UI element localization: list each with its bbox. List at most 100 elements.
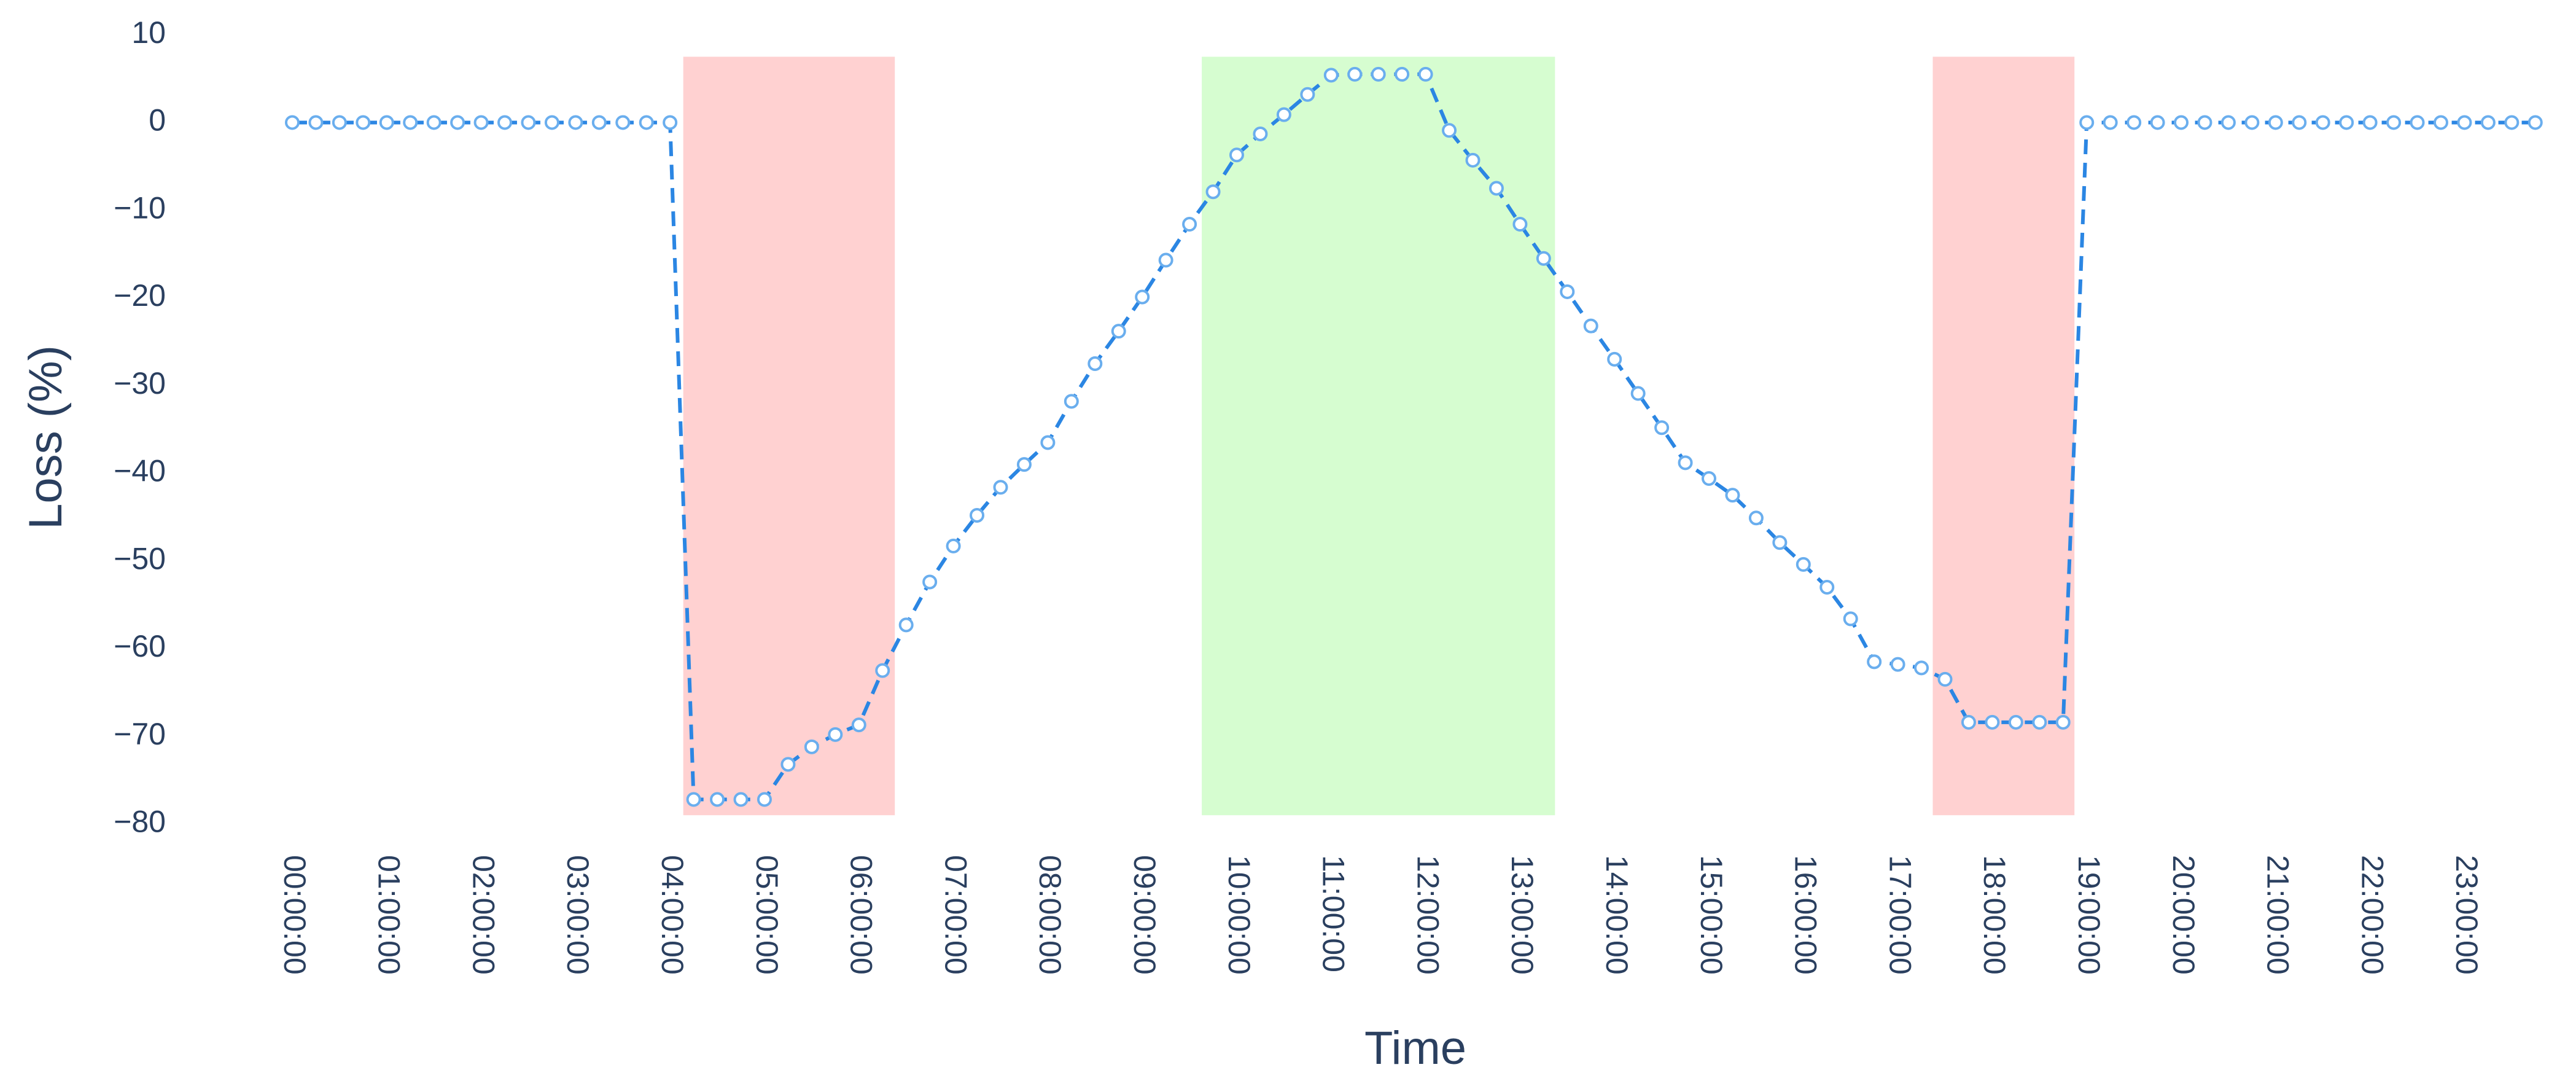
text-layer: Time Loss (%) 00:00:00 01:00:00 02:00:00 03…	[20, 15, 2484, 1074]
y-tick-label: −20	[114, 278, 166, 313]
data-point	[1772, 535, 1788, 550]
x-tick-label: 11:00:00	[1317, 855, 1351, 972]
data-point	[1182, 217, 1197, 232]
data-point	[356, 115, 371, 130]
data-point	[1300, 87, 1315, 102]
data-point	[403, 115, 418, 130]
data-point	[1205, 184, 1221, 200]
data-point	[1418, 66, 1433, 82]
data-point	[875, 663, 890, 678]
data-point	[1229, 147, 1244, 163]
y-tick-label: −60	[114, 629, 166, 663]
x-axis-title: Time	[1364, 1022, 1466, 1074]
data-point	[1371, 66, 1386, 82]
data-point	[733, 792, 749, 807]
x-tick-label: 10:00:00	[1222, 855, 1256, 975]
data-point	[568, 115, 583, 130]
data-point	[1702, 471, 1717, 486]
data-point	[1395, 66, 1410, 82]
data-point	[1276, 107, 1291, 122]
data-point	[1040, 435, 1056, 450]
data-point	[2079, 115, 2095, 130]
data-point	[2055, 714, 2071, 730]
x-tick-label: 04:00:00	[655, 855, 690, 975]
y-tick-label: 10	[131, 15, 166, 50]
x-tick-label: 19:00:00	[2072, 855, 2106, 975]
data-point	[1654, 420, 1670, 436]
data-point	[1583, 318, 1598, 334]
data-point	[2220, 115, 2236, 130]
x-tick-label: 14:00:00	[1600, 855, 1634, 975]
data-point	[2339, 115, 2354, 130]
data-point	[2174, 115, 2189, 130]
data-point	[497, 115, 513, 130]
data-point	[2127, 115, 2142, 130]
data-point	[450, 115, 465, 130]
y-tick-label: −80	[114, 805, 166, 839]
y-tick-label: −10	[114, 190, 166, 225]
x-tick-label: 01:00:00	[372, 855, 407, 975]
data-point	[521, 115, 536, 130]
x-tick-label: 16:00:00	[1789, 855, 1823, 975]
data-point	[1111, 324, 1126, 339]
data-point	[1088, 356, 1103, 372]
data-point	[2268, 115, 2283, 130]
x-tick-label: 21:00:00	[2261, 855, 2295, 975]
data-point	[1488, 181, 1504, 196]
data-point	[663, 115, 678, 130]
data-point	[1064, 394, 1079, 409]
data-point	[1890, 657, 1905, 672]
data-point	[379, 115, 394, 130]
data-point	[1796, 557, 1811, 572]
data-point	[780, 757, 796, 772]
y-tick-label: −70	[114, 717, 166, 751]
highlight-region	[683, 57, 895, 816]
x-tick-label: 20:00:00	[2166, 855, 2201, 975]
x-tick-label: 17:00:00	[1883, 855, 1917, 975]
data-point	[2103, 115, 2118, 130]
data-point	[946, 538, 961, 553]
y-tick-label: 0	[149, 103, 166, 138]
data-point	[2504, 115, 2520, 130]
y-tick-label: −40	[114, 454, 166, 488]
data-point	[2457, 115, 2472, 130]
x-tick-label: 08:00:00	[1033, 855, 1067, 975]
highlight-region	[1932, 57, 2075, 816]
data-point	[1961, 714, 1976, 730]
shape-layer	[683, 57, 2075, 816]
data-point	[2480, 115, 2496, 130]
y-axis-title: Loss (%)	[20, 345, 72, 529]
data-point	[1135, 289, 1150, 305]
data-point	[851, 717, 866, 733]
data-point	[1985, 714, 2000, 730]
data-point	[757, 792, 772, 807]
data-point	[2008, 714, 2023, 730]
highlight-region	[1202, 57, 1555, 816]
data-point	[2032, 714, 2047, 730]
data-point	[426, 115, 442, 130]
x-tick-label: 22:00:00	[2355, 855, 2389, 975]
data-point	[544, 115, 559, 130]
data-point	[332, 115, 347, 130]
data-layer	[284, 66, 2543, 807]
data-point	[2410, 115, 2425, 130]
data-point	[2197, 115, 2212, 130]
data-point	[1630, 386, 1646, 401]
data-point	[993, 480, 1008, 495]
data-point	[1016, 457, 1032, 472]
data-point	[591, 115, 607, 130]
x-tick-label: 00:00:00	[278, 855, 312, 975]
x-tick-label: 13:00:00	[1505, 855, 1539, 975]
x-tick-label: 02:00:00	[466, 855, 500, 975]
data-point	[1347, 66, 1363, 82]
data-point	[284, 115, 300, 130]
data-point	[473, 115, 489, 130]
data-point	[1819, 580, 1835, 595]
x-tick-label: 03:00:00	[561, 855, 595, 975]
data-point	[2244, 115, 2260, 130]
x-tick-label: 18:00:00	[1977, 855, 2012, 975]
data-point	[922, 574, 938, 590]
data-point	[1937, 671, 1953, 687]
x-tick-label: 12:00:00	[1411, 855, 1445, 975]
data-point	[2527, 115, 2543, 130]
